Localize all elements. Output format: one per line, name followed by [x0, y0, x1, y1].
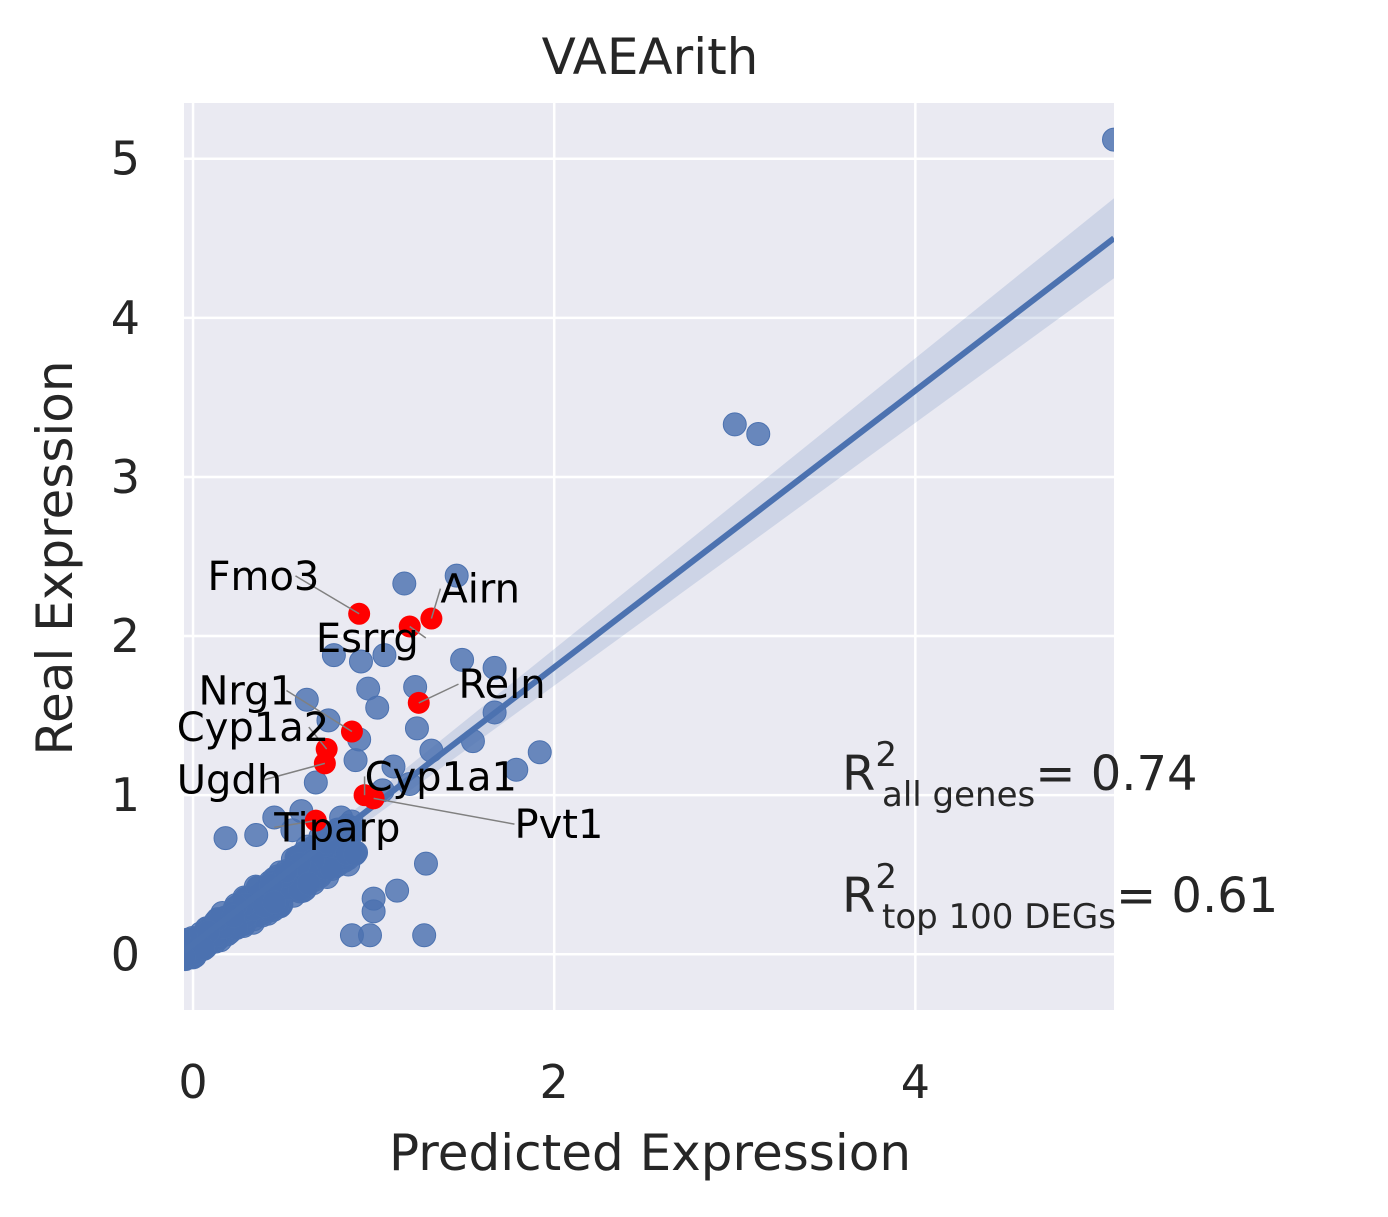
gene-label-fmo3: Fmo3 — [207, 554, 319, 600]
gene-label-ugdh: Ugdh — [177, 758, 282, 804]
data-point — [372, 643, 397, 668]
gene-label-cyp1a1: Cyp1a1 — [365, 754, 517, 800]
stats-annotations: R2 all genes= 0.74 R2 top 100 DEGs= 0.61 — [842, 735, 1278, 937]
label-connector — [274, 819, 316, 829]
data-point — [450, 647, 475, 672]
data-point — [348, 649, 373, 674]
plot-contents — [184, 127, 1114, 972]
gene-label-airn: Airn — [440, 567, 520, 613]
data-point — [1102, 127, 1114, 152]
data-point — [746, 421, 771, 446]
label-connector — [295, 575, 360, 615]
y-tick-label: 2 — [111, 609, 140, 663]
data-point — [361, 899, 386, 924]
label-connector — [308, 726, 328, 750]
data-point — [343, 841, 368, 866]
label-connector — [409, 625, 427, 639]
data-point — [413, 851, 438, 876]
data-point — [262, 890, 287, 915]
data-point — [482, 655, 507, 680]
gene-label-cyp1a2: Cyp1a2 — [177, 705, 329, 751]
regression-line — [184, 235, 1114, 954]
r2-statistic: R2 top 100 DEGs= 0.61 — [842, 857, 1278, 937]
label-connector — [373, 797, 515, 825]
data-point — [722, 412, 747, 437]
x-axis-label: Predicted Expression — [389, 1124, 911, 1182]
data-point — [412, 923, 437, 948]
label-connector — [286, 689, 353, 733]
y-tick-label: 3 — [111, 450, 140, 504]
data-point — [303, 770, 328, 795]
data-point — [280, 818, 305, 843]
y-axis-label: Real Expression — [26, 360, 84, 755]
gene-label-nrg1: Nrg1 — [198, 668, 295, 714]
data-point — [381, 754, 406, 779]
y-tick-label: 1 — [111, 768, 140, 822]
data-point — [365, 695, 390, 720]
data-point — [213, 826, 238, 851]
r2-statistic: R2 all genes= 0.74 — [842, 735, 1198, 815]
y-tick-label: 5 — [111, 132, 140, 186]
gene-label-esrrg: Esrrg — [316, 616, 419, 662]
label-connector — [430, 588, 442, 619]
data-point — [392, 571, 417, 596]
data-point — [343, 748, 368, 773]
y-tick-label: 4 — [111, 291, 140, 345]
data-point — [527, 740, 552, 765]
data-point — [504, 757, 529, 782]
x-tick-label: 0 — [178, 1055, 207, 1109]
gene-label-pvt1: Pvt1 — [514, 802, 603, 848]
x-tick-label: 4 — [901, 1055, 930, 1109]
regression-confidence-band — [184, 198, 1114, 956]
chart-title: VAEArith — [542, 28, 759, 86]
x-tick-label: 2 — [540, 1055, 569, 1109]
y-tick-label: 0 — [111, 927, 140, 981]
data-point — [244, 822, 269, 847]
data-point — [294, 687, 319, 712]
data-point — [262, 805, 287, 830]
data-point — [321, 643, 346, 668]
data-point — [316, 708, 341, 733]
data-point — [296, 871, 321, 896]
data-point — [404, 716, 429, 741]
gene-label-tiparp: Tiparp — [273, 805, 400, 851]
data-point — [339, 923, 364, 948]
data-point — [385, 878, 410, 903]
label-connector — [264, 762, 326, 781]
label-connector — [418, 683, 459, 704]
gene-label-reln: Reln — [458, 662, 545, 708]
data-point — [444, 563, 469, 588]
